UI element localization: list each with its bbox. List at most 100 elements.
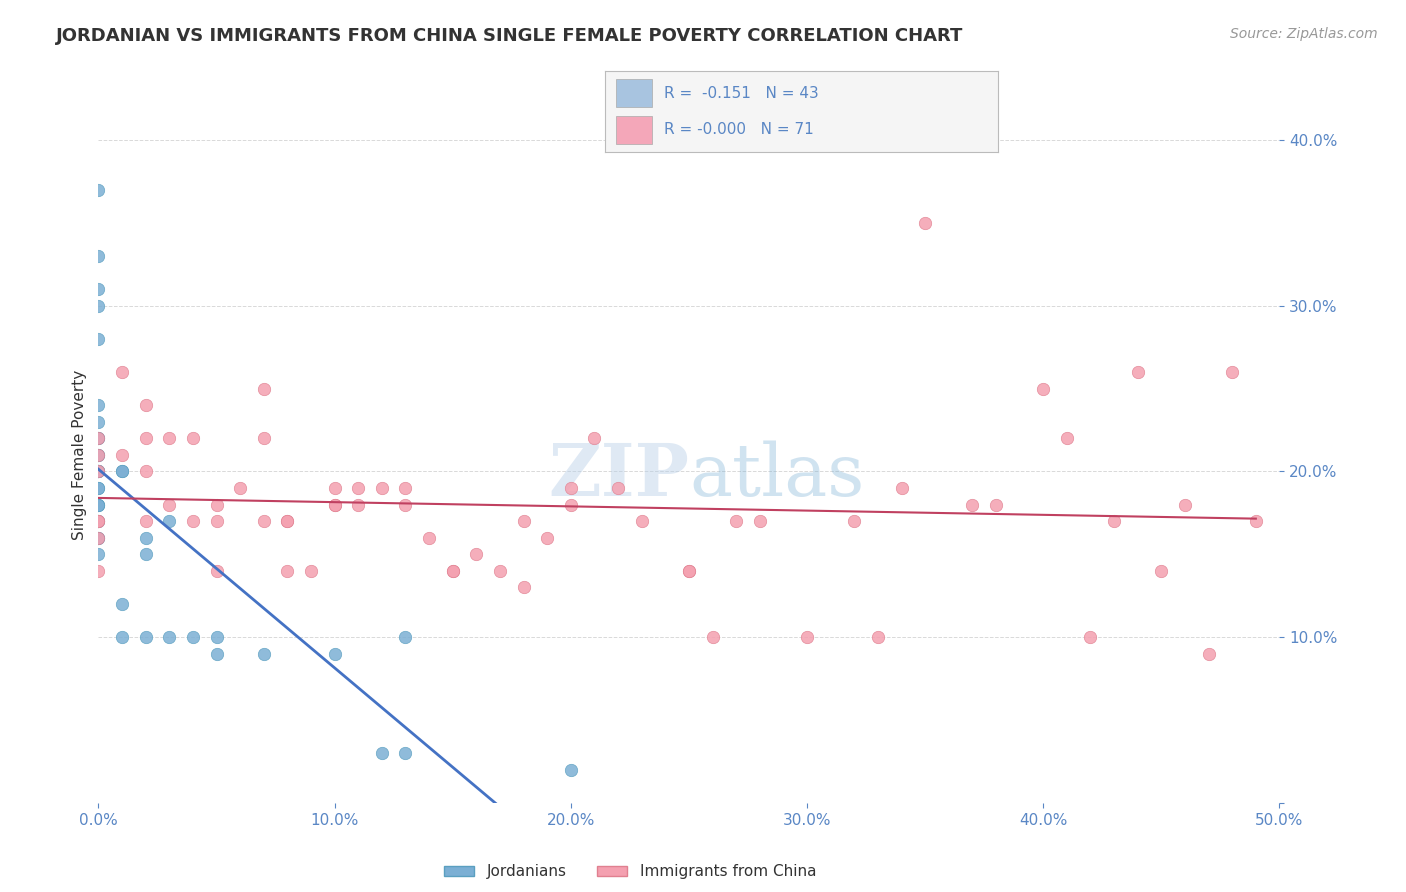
Point xyxy=(205,647,228,661)
Point xyxy=(1126,365,1149,379)
Point xyxy=(678,564,700,578)
Point xyxy=(205,498,228,512)
Point xyxy=(87,514,110,528)
Point xyxy=(87,465,110,479)
Point xyxy=(157,630,180,644)
Point xyxy=(87,465,110,479)
Point xyxy=(347,498,370,512)
Point xyxy=(157,514,180,528)
Point xyxy=(87,481,110,495)
Point xyxy=(441,564,464,578)
Point xyxy=(984,498,1007,512)
Point xyxy=(135,514,157,528)
Text: R = -0.000   N = 71: R = -0.000 N = 71 xyxy=(664,122,814,137)
Point xyxy=(135,531,157,545)
Point xyxy=(87,547,110,561)
Point xyxy=(253,431,276,445)
Point xyxy=(111,465,134,479)
Point xyxy=(347,481,370,495)
Point xyxy=(157,431,180,445)
Point xyxy=(87,498,110,512)
Point xyxy=(229,481,252,495)
Point xyxy=(796,630,818,644)
Point xyxy=(87,514,110,528)
Point xyxy=(87,431,110,445)
Point xyxy=(135,630,157,644)
Point xyxy=(111,365,134,379)
Point xyxy=(441,564,464,578)
Text: Source: ZipAtlas.com: Source: ZipAtlas.com xyxy=(1230,27,1378,41)
Point xyxy=(323,647,346,661)
Text: JORDANIAN VS IMMIGRANTS FROM CHINA SINGLE FEMALE POVERTY CORRELATION CHART: JORDANIAN VS IMMIGRANTS FROM CHINA SINGL… xyxy=(56,27,963,45)
Point xyxy=(87,448,110,462)
Point xyxy=(299,564,322,578)
Point xyxy=(844,514,866,528)
Point xyxy=(87,531,110,545)
Point xyxy=(702,630,724,644)
Point xyxy=(394,630,416,644)
Point xyxy=(253,382,276,396)
Text: R =  -0.151   N = 43: R = -0.151 N = 43 xyxy=(664,86,818,101)
Point xyxy=(276,564,298,578)
Point xyxy=(323,481,346,495)
Point xyxy=(253,514,276,528)
Point xyxy=(1032,382,1054,396)
Point xyxy=(87,183,110,197)
Point xyxy=(87,498,110,512)
Point xyxy=(87,249,110,263)
Point xyxy=(323,498,346,512)
Point xyxy=(181,630,204,644)
Point xyxy=(371,746,394,760)
Point xyxy=(87,465,110,479)
Point xyxy=(276,514,298,528)
Point xyxy=(866,630,889,644)
Point xyxy=(1056,431,1078,445)
Point xyxy=(205,630,228,644)
Point xyxy=(111,597,134,611)
Point xyxy=(748,514,770,528)
Point xyxy=(87,448,110,462)
Point xyxy=(87,431,110,445)
Point xyxy=(560,763,582,777)
Point xyxy=(87,564,110,578)
Point xyxy=(512,581,534,595)
Point xyxy=(205,564,228,578)
Point xyxy=(253,647,276,661)
Point xyxy=(181,514,204,528)
Point xyxy=(394,481,416,495)
Bar xyxy=(616,116,652,144)
Point xyxy=(87,531,110,545)
Point xyxy=(1080,630,1102,644)
Point xyxy=(560,498,582,512)
Point xyxy=(135,465,157,479)
Point xyxy=(962,498,984,512)
Point xyxy=(157,498,180,512)
Y-axis label: Single Female Poverty: Single Female Poverty xyxy=(72,370,87,540)
Point xyxy=(371,481,394,495)
Point xyxy=(583,431,606,445)
Point xyxy=(87,398,110,412)
Point xyxy=(1174,498,1197,512)
Legend: Jordanians, Immigrants from China: Jordanians, Immigrants from China xyxy=(437,858,823,886)
Point xyxy=(607,481,630,495)
Point xyxy=(725,514,748,528)
Point xyxy=(111,630,134,644)
Point xyxy=(1244,514,1267,528)
Point xyxy=(135,431,157,445)
Point xyxy=(394,498,416,512)
Point xyxy=(87,514,110,528)
Text: atlas: atlas xyxy=(689,441,865,511)
Point xyxy=(630,514,652,528)
Point xyxy=(394,746,416,760)
Point xyxy=(276,514,298,528)
Text: ZIP: ZIP xyxy=(548,441,689,511)
Point xyxy=(1220,365,1243,379)
Point xyxy=(560,481,582,495)
Point xyxy=(87,514,110,528)
Point xyxy=(181,431,204,445)
Point xyxy=(678,564,700,578)
Point xyxy=(914,216,936,230)
Point xyxy=(418,531,440,545)
Point xyxy=(1150,564,1173,578)
Point xyxy=(87,465,110,479)
